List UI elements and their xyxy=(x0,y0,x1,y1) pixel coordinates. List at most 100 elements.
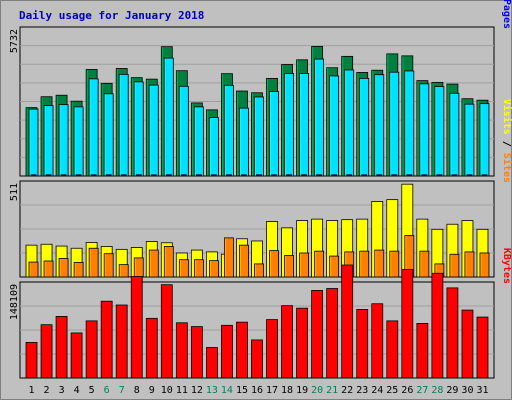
bar-highlight xyxy=(44,261,46,277)
bar-highlight xyxy=(29,109,31,176)
bar-pages-day-19 xyxy=(301,174,307,177)
bar-highlight xyxy=(417,219,419,277)
bar-highlight xyxy=(315,59,317,176)
bar-kbytes-day-23 xyxy=(356,309,369,379)
bar-pages-day-15 xyxy=(241,174,247,177)
bar-highlight xyxy=(131,78,133,176)
bars-kbytes xyxy=(25,264,489,379)
bar-highlight xyxy=(161,243,163,277)
bar-highlight xyxy=(342,56,344,176)
bar-sites-day-25 xyxy=(389,250,400,278)
bar-highlight xyxy=(402,56,404,176)
bar-pages-day-7 xyxy=(120,174,127,177)
bar-highlight xyxy=(71,248,73,277)
bar-highlight xyxy=(164,58,166,176)
x-tick-label-day-9: 9 xyxy=(149,385,155,396)
bar-highlight xyxy=(405,71,407,176)
x-tick-label-day-24: 24 xyxy=(371,385,383,396)
bar-highlight xyxy=(29,262,31,277)
bar-kbytes-day-24 xyxy=(371,303,384,379)
x-tick-label-day-19: 19 xyxy=(296,385,308,396)
bar-sites-day-9 xyxy=(148,249,159,278)
bar-highlight xyxy=(282,228,284,277)
bar-highlight xyxy=(221,325,223,378)
bar-highlight xyxy=(236,239,238,277)
bar-highlight xyxy=(372,70,374,176)
bar-highlight xyxy=(191,327,193,378)
bar-highlight xyxy=(372,304,374,378)
bar-sites-day-20 xyxy=(314,250,325,278)
bar-highlight xyxy=(236,91,238,176)
x-tick-label-day-14: 14 xyxy=(221,385,233,396)
bar-highlight xyxy=(387,321,389,378)
bar-pages-day-1 xyxy=(30,174,37,177)
bar-highlight xyxy=(134,82,136,176)
bar-sites-day-14 xyxy=(224,237,234,278)
bar-highlight xyxy=(312,290,314,378)
legend-sites: Sites xyxy=(501,153,512,183)
bar-sites-day-18 xyxy=(284,255,294,278)
bar-kbytes-day-17 xyxy=(266,319,278,379)
bar-highlight xyxy=(224,85,226,176)
x-tick-label-day-7: 7 xyxy=(119,385,125,396)
bar-highlight xyxy=(44,106,46,176)
bar-highlight xyxy=(161,47,163,176)
bar-highlight xyxy=(206,252,208,277)
bar-highlight xyxy=(435,87,437,176)
bar-highlight xyxy=(104,254,106,277)
bar-highlight xyxy=(282,306,284,378)
bar-highlight xyxy=(255,97,256,176)
bar-highlight xyxy=(194,107,196,176)
bar-highlight xyxy=(480,104,482,176)
bar-sites-day-23 xyxy=(359,250,370,278)
bar-pages-day-26 xyxy=(406,174,413,177)
bar-highlight xyxy=(462,99,464,176)
bar-pages-day-9 xyxy=(150,174,157,177)
bar-kbytes-day-14 xyxy=(221,324,233,379)
bar-highlight xyxy=(387,54,389,176)
bar-highlight xyxy=(131,276,133,378)
bar-highlight xyxy=(480,253,482,277)
bar-highlight xyxy=(86,242,88,277)
bar-highlight xyxy=(179,86,181,176)
bar-highlight xyxy=(164,246,166,277)
x-tick-label-day-11: 11 xyxy=(176,385,188,396)
bar-pages-day-14 xyxy=(226,174,232,177)
x-tick-label-day-5: 5 xyxy=(89,385,95,396)
bar-highlight xyxy=(297,308,299,378)
bar-kbytes-day-31 xyxy=(476,316,489,379)
bar-kbytes-day-3 xyxy=(55,316,68,379)
bar-sites-day-16 xyxy=(254,263,264,278)
panel-sites-visits: 511 Visits / Sites xyxy=(9,99,512,278)
bar-highlight xyxy=(26,245,28,277)
bar-highlight xyxy=(56,316,58,378)
bar-highlight xyxy=(372,201,374,277)
bar-sites-day-1 xyxy=(28,261,39,278)
bar-pages-day-28 xyxy=(436,174,443,177)
bar-highlight xyxy=(191,250,193,277)
bar-kbytes-day-15 xyxy=(236,321,248,379)
bar-highlight xyxy=(176,71,178,176)
bar-highlight xyxy=(149,250,151,277)
bar-highlight xyxy=(312,46,314,176)
bar-highlight xyxy=(432,273,434,378)
bar-highlight xyxy=(221,74,223,176)
bars-sites-visits xyxy=(25,183,490,278)
bars-pages-files-hits xyxy=(25,46,490,177)
series-legend-label: Visits / Sites xyxy=(501,99,512,183)
bar-highlight xyxy=(146,242,148,277)
bar-highlight xyxy=(236,322,238,378)
bar-highlight xyxy=(56,246,58,277)
bar-pages-day-31 xyxy=(481,174,488,177)
bar-highlight xyxy=(417,81,419,176)
bar-kbytes-day-26 xyxy=(401,269,414,379)
bar-highlight xyxy=(435,264,437,277)
bar-highlight xyxy=(330,76,332,176)
bar-highlight xyxy=(405,236,407,277)
x-tick-label-day-18: 18 xyxy=(281,385,293,396)
x-tick-label-day-1: 1 xyxy=(29,385,35,396)
bar-sites-day-13 xyxy=(209,260,219,278)
x-tick-label-day-12: 12 xyxy=(191,385,203,396)
bar-sites-day-11 xyxy=(178,259,189,278)
